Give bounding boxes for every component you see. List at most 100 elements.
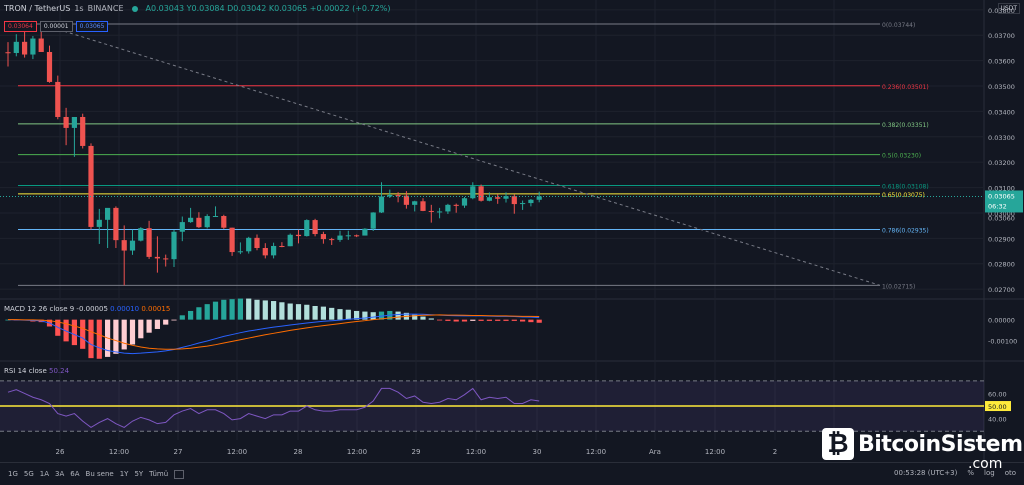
candle-body xyxy=(495,197,501,199)
date-range-icon[interactable] xyxy=(174,469,185,479)
rsi-legend[interactable]: RSI 14 close 50.24 xyxy=(4,367,69,375)
last-price-tag[interactable] xyxy=(985,190,1023,213)
fib-level-label: 0.618(0.03108) xyxy=(882,184,929,191)
rsi-tick-label: 40.00 xyxy=(988,416,1007,424)
rsi-legend-title: RSI 14 close xyxy=(4,367,47,375)
price-tick-label: 0.03400 xyxy=(988,108,1015,116)
timeframe-all[interactable]: Tümü xyxy=(149,469,169,478)
macd-histogram-bar xyxy=(229,299,235,320)
macd-pane xyxy=(5,298,542,359)
rsi-tick-label: 60.00 xyxy=(988,390,1007,398)
candle-body xyxy=(271,245,277,256)
macd-histogram-bar xyxy=(271,301,277,320)
macd-tick-label: 0.00000 xyxy=(988,317,1015,325)
rsi-value: 50.24 xyxy=(49,367,70,375)
candle-body xyxy=(312,220,318,235)
candle-body xyxy=(295,234,302,237)
time-tick-label: 28 xyxy=(294,448,303,456)
timeframe-ytd[interactable]: Bu sene xyxy=(85,469,114,478)
timeframe-5g[interactable]: 5G xyxy=(23,469,34,478)
macd-value-signal: 0.00015 xyxy=(141,305,171,313)
candle-body xyxy=(246,237,252,252)
macd-histogram-bar xyxy=(146,319,152,333)
candle-body xyxy=(154,256,160,259)
time-tick-label: 29 xyxy=(412,448,421,456)
time-tick-label: 12:00 xyxy=(705,448,725,456)
candle-body xyxy=(412,201,418,205)
symbol-name[interactable]: TRON / TetherUS xyxy=(4,4,71,13)
time-tick-label: 2 xyxy=(773,448,777,456)
trend-line[interactable] xyxy=(41,23,881,286)
candle-body xyxy=(171,231,177,260)
price-tick-label: 0.03600 xyxy=(988,58,1015,66)
macd-line xyxy=(7,313,540,355)
sell-button[interactable]: 0.03064 xyxy=(4,21,37,32)
candle-body xyxy=(22,41,28,55)
interval[interactable]: 1s xyxy=(74,4,84,13)
macd-histogram-bar xyxy=(88,319,94,359)
time-tick-label: 12:00 xyxy=(466,448,486,456)
log-toggle[interactable]: log xyxy=(984,469,995,477)
timeframe-6a[interactable]: 6A xyxy=(70,469,80,478)
macd-histogram-bar xyxy=(179,315,185,320)
candle-body xyxy=(113,207,119,241)
macd-histogram-bar xyxy=(129,319,136,345)
timeframe-1y[interactable]: 1Y xyxy=(119,469,129,478)
candle-body xyxy=(46,51,53,82)
price-tick-label: 0.02800 xyxy=(988,261,1015,269)
fib-level-label: 1(0.02715) xyxy=(882,283,915,290)
candle-body xyxy=(5,52,11,54)
candle-body xyxy=(204,216,210,228)
candle-body xyxy=(387,194,393,197)
macd-histogram-bar xyxy=(221,299,227,320)
price-tick-label: 0.03200 xyxy=(988,159,1015,167)
macd-histogram-bar xyxy=(370,312,376,320)
time-axis[interactable]: 26 12:00 27 12:00 28 12:00 29 12:00 30 12:00 Ara 12… xyxy=(56,448,845,456)
ohlc-values: A0.03043 Y0.03084 D0.03042 K0.03065 +0.0… xyxy=(145,4,391,13)
fib-level-label: 0.786(0.02935) xyxy=(882,227,929,234)
fib-level-label: 0.65(0.03075) xyxy=(882,192,925,199)
symbol-header: TRON / TetherUS 1s BINANCE A0.03043 Y0.0… xyxy=(4,4,390,13)
candle-body xyxy=(528,199,534,204)
candle-body xyxy=(470,186,476,199)
macd-legend[interactable]: MACD 12 26 close 9 -0.00005 0.00010 0.00… xyxy=(4,305,170,313)
candle-body xyxy=(71,116,77,128)
macd-histogram-bar xyxy=(437,319,443,321)
auto-toggle[interactable]: oto xyxy=(1004,469,1016,477)
candle-body xyxy=(395,194,401,196)
macd-histogram-bar xyxy=(503,319,509,321)
candlestick-series xyxy=(0,21,984,286)
price-tick-label: 0.03700 xyxy=(988,32,1015,40)
side-price-label: 0.03060 xyxy=(988,214,1015,222)
macd-histogram-bar xyxy=(470,319,476,321)
macd-histogram-bar xyxy=(246,298,252,320)
timeframe-3a[interactable]: 3A xyxy=(55,469,65,478)
currency-label[interactable]: USDT xyxy=(997,3,1020,14)
macd-histogram-bar xyxy=(80,319,86,349)
logo-suffix: .com xyxy=(968,456,1003,472)
candle-body xyxy=(254,237,260,249)
candle-body xyxy=(196,217,202,228)
timeframe-5y[interactable]: 5Y xyxy=(134,469,144,478)
macd-histogram-bar xyxy=(237,298,243,320)
candle-body xyxy=(354,235,360,237)
timeframe-1a[interactable]: 1A xyxy=(39,469,50,478)
candle-body xyxy=(503,196,509,199)
price-axis[interactable]: 0.03800 0.03700 0.03600 0.03500 0.03400 0.033… xyxy=(985,7,1023,424)
fibonacci-retracement[interactable]: 0(0.03744) 0.236(0.03501) 0.382(0.03351) 0.… xyxy=(18,22,929,290)
macd-histogram-bar xyxy=(320,306,326,320)
macd-tick-label: -0.00100 xyxy=(988,337,1017,345)
candle-body xyxy=(105,207,111,220)
macd-histogram-bar xyxy=(212,301,219,320)
percent-toggle[interactable]: % xyxy=(967,469,975,477)
timeframe-1g[interactable]: 1G xyxy=(8,469,18,478)
bottom-toolbar: 1G 5G 1A 3A 6A Bu sene 1Y 5Y Tümü 00:53:… xyxy=(0,462,1024,485)
clock[interactable]: 00:53:28 (UTC+3) xyxy=(894,469,958,477)
candle-body xyxy=(129,240,136,251)
time-tick-label: Ara xyxy=(649,448,661,456)
buy-button[interactable]: 0.03065 xyxy=(75,21,109,32)
price-tick-label: 0.03300 xyxy=(988,134,1015,142)
timeframe-buttons: 1G 5G 1A 3A 6A Bu sene 1Y 5Y Tümü xyxy=(8,469,185,479)
logo-name: BitcoinSistemi xyxy=(858,432,1024,457)
